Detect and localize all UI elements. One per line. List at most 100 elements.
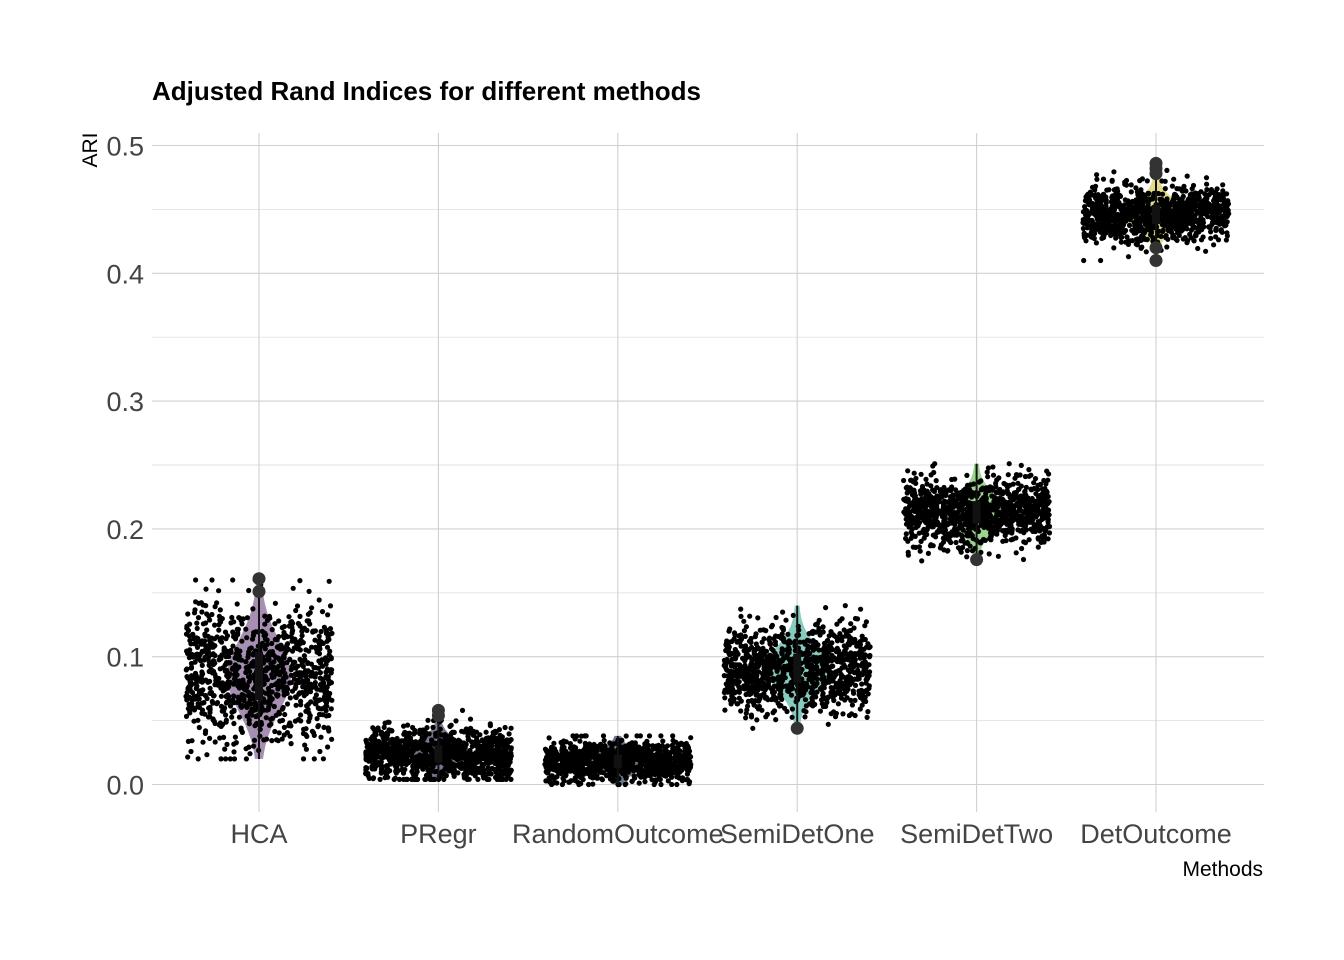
- point-HCA: [200, 602, 206, 608]
- point-SemiDetOne: [867, 652, 873, 659]
- point-HCA: [309, 605, 315, 611]
- point-RandomOutcome: [580, 761, 587, 767]
- point-HCA: [311, 732, 317, 739]
- point-HCA: [232, 734, 238, 740]
- point-HCA: [293, 672, 299, 678]
- point-HCA: [292, 636, 298, 642]
- point-HCA: [227, 703, 234, 709]
- point-HCA: [317, 646, 323, 652]
- point-PRegr: [492, 728, 498, 735]
- point-HCA: [223, 756, 229, 762]
- point-SemiDetOne: [779, 646, 785, 652]
- point-HCA: [245, 652, 251, 658]
- point-SemiDetOne: [858, 606, 864, 612]
- point-RandomOutcome: [576, 753, 582, 759]
- point-HCA: [191, 641, 198, 647]
- point-RandomOutcome: [554, 757, 561, 763]
- point-HCA: [231, 749, 237, 755]
- point-HCA: [218, 756, 224, 762]
- point-SemiDetOne: [813, 629, 819, 635]
- point-HCA: [226, 693, 232, 700]
- point-HCA: [292, 659, 298, 665]
- point-RandomOutcome: [653, 751, 660, 757]
- point-HCA: [325, 676, 331, 682]
- point-RandomOutcome: [592, 754, 598, 760]
- point-HCA: [269, 640, 275, 647]
- point-SemiDetOne: [804, 654, 810, 660]
- point-SemiDetTwo: [1002, 532, 1008, 539]
- point-HCA: [238, 725, 244, 731]
- point-SemiDetOne: [753, 687, 759, 693]
- point-SemiDetOne: [785, 631, 791, 637]
- point-HCA: [287, 656, 293, 663]
- point-HCA: [305, 701, 311, 707]
- point-SemiDetOne: [828, 711, 834, 717]
- point-SemiDetOne: [820, 690, 826, 696]
- point-RandomOutcome: [656, 762, 662, 768]
- point-PRegr: [386, 727, 392, 733]
- point-SemiDetOne: [845, 682, 851, 688]
- point-PRegr: [501, 756, 507, 763]
- point-HCA: [194, 695, 200, 701]
- point-RandomOutcome: [560, 744, 566, 750]
- point-SemiDetOne: [816, 647, 822, 653]
- point-SemiDetTwo: [942, 531, 949, 537]
- point-PRegr: [364, 744, 370, 750]
- point-SemiDetTwo: [909, 531, 915, 538]
- point-PRegr: [456, 763, 463, 769]
- point-HCA: [236, 664, 242, 670]
- point-PRegr: [403, 776, 409, 783]
- point-RandomOutcome: [607, 767, 613, 773]
- point-PRegr: [382, 720, 388, 726]
- point-SemiDetOne: [841, 627, 847, 633]
- point-RandomOutcome: [606, 771, 613, 777]
- point-SemiDetOne: [840, 711, 846, 717]
- point-RandomOutcome: [563, 748, 569, 755]
- point-HCA: [268, 660, 274, 667]
- point-SemiDetTwo: [971, 481, 977, 487]
- point-HCA: [305, 611, 311, 617]
- point-RandomOutcome: [629, 760, 635, 767]
- point-HCA: [276, 678, 282, 684]
- point-SemiDetOne: [828, 644, 834, 650]
- point-HCA: [285, 641, 291, 647]
- point-HCA: [244, 615, 250, 621]
- point-SemiDetOne: [826, 674, 832, 680]
- point-HCA: [213, 674, 219, 680]
- point-PRegr: [456, 751, 462, 757]
- point-HCA: [246, 717, 252, 723]
- point-SemiDetOne: [864, 714, 870, 721]
- point-SemiDetTwo: [986, 551, 992, 557]
- point-PRegr: [439, 769, 445, 775]
- point-SemiDetTwo: [1022, 473, 1028, 480]
- point-RandomOutcome: [565, 762, 572, 768]
- point-PRegr: [505, 743, 511, 749]
- point-HCA: [243, 756, 249, 762]
- point-SemiDetTwo: [939, 514, 946, 520]
- point-SemiDetOne: [849, 702, 856, 708]
- point-SemiDetOne: [724, 667, 731, 674]
- point-PRegr: [415, 761, 421, 767]
- point-SemiDetOne: [803, 703, 810, 709]
- point-HCA: [234, 626, 240, 632]
- point-HCA: [258, 705, 265, 711]
- point-SemiDetTwo: [960, 500, 966, 506]
- point-HCA: [300, 684, 306, 690]
- point-PRegr: [365, 773, 371, 779]
- point-HCA: [207, 690, 214, 696]
- point-SemiDetOne: [852, 657, 858, 663]
- point-RandomOutcome: [684, 771, 691, 777]
- point-SemiDetOne: [851, 670, 858, 676]
- point-SemiDetOne: [724, 638, 730, 644]
- point-HCA: [326, 680, 332, 687]
- point-SemiDetTwo: [1035, 544, 1041, 550]
- point-RandomOutcome: [672, 753, 678, 760]
- point-PRegr: [451, 729, 457, 736]
- point-SemiDetTwo: [996, 489, 1002, 495]
- point-SemiDetTwo: [1027, 519, 1033, 525]
- point-HCA: [269, 627, 275, 633]
- point-SemiDetTwo: [911, 494, 918, 500]
- point-PRegr: [386, 719, 392, 725]
- point-RandomOutcome: [569, 754, 575, 761]
- point-HCA: [223, 636, 229, 642]
